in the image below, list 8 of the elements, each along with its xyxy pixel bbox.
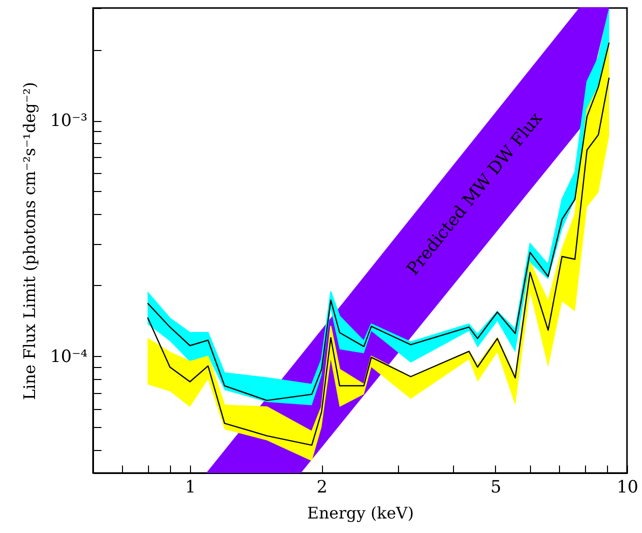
- x-tick-label: 5: [490, 478, 502, 498]
- x-tick-label: 1: [185, 478, 196, 498]
- x-tick-label: 2: [316, 478, 328, 498]
- x-axis-title: Energy (keV): [307, 504, 414, 522]
- y-axis-title: Line Flux Limit (photons cm⁻²s⁻¹deg⁻²): [20, 82, 40, 400]
- y-tick-label: 10⁻⁴: [50, 346, 88, 367]
- x-tick-label: 10: [616, 478, 638, 498]
- y-tick-label: 10⁻³: [50, 111, 88, 132]
